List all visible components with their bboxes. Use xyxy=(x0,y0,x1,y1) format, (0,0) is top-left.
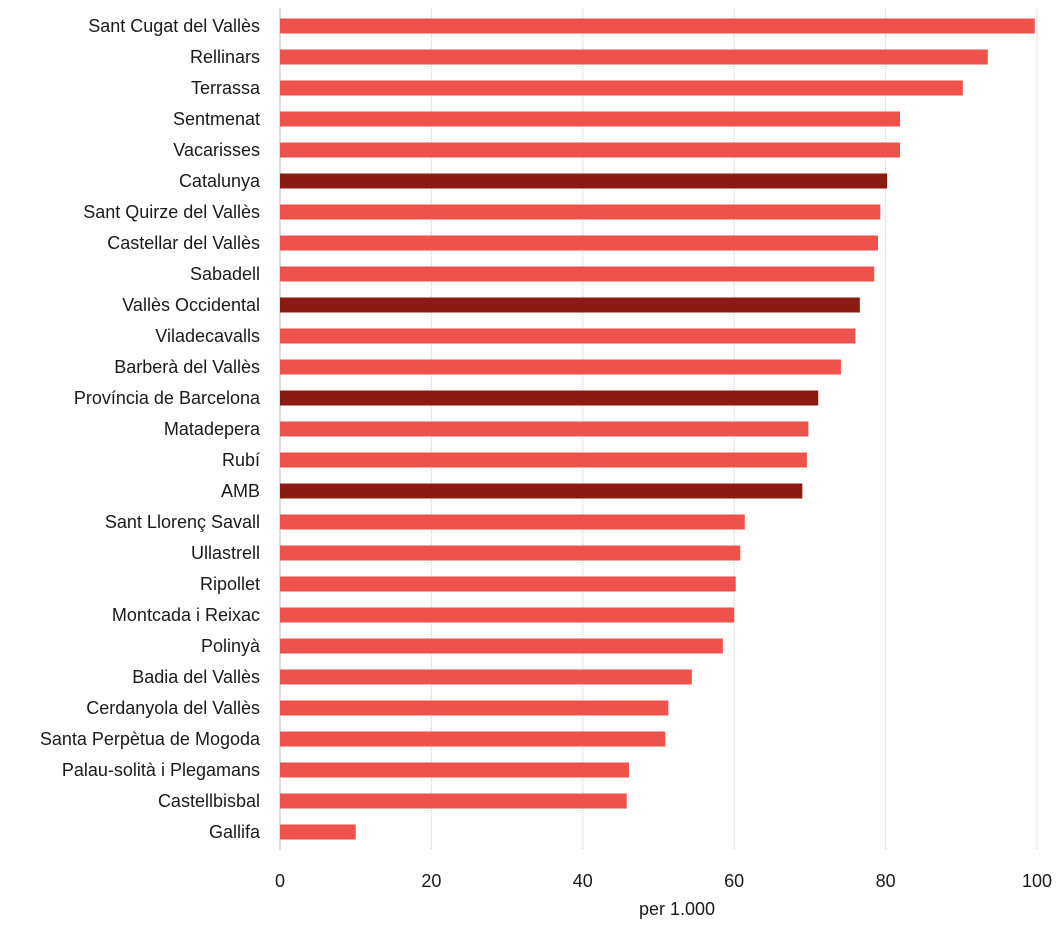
x-axis-title: per 1.000 xyxy=(639,899,715,919)
x-tick-label-80: 80 xyxy=(876,871,896,891)
category-label: Sant Quirze del Vallès xyxy=(83,202,260,222)
x-tick-label-60: 60 xyxy=(724,871,744,891)
category-label: Vallès Occidental xyxy=(122,295,260,315)
category-label: Rubí xyxy=(222,450,260,470)
bar-palau-solità-i-plegamans xyxy=(280,762,629,778)
bar-santa-perpètua-de-mogoda xyxy=(280,731,666,747)
bar-castellbisbal xyxy=(280,793,627,809)
category-label: Viladecavalls xyxy=(155,326,260,346)
bar-vallès-occidental xyxy=(280,297,860,313)
category-label: Sant Llorenç Savall xyxy=(105,512,260,532)
bar-castellar-del-vallès xyxy=(280,235,879,251)
category-label: Sant Cugat del Vallès xyxy=(88,16,260,36)
x-tick-label-20: 20 xyxy=(421,871,441,891)
x-tick-label-100: 100 xyxy=(1022,871,1052,891)
category-labels: Sant Cugat del Vallès Rellinars Terrassa Se… xyxy=(40,16,261,842)
bar-rellinars xyxy=(280,49,988,65)
category-label: Cerdanyola del Vallès xyxy=(86,698,260,718)
category-label: Rellinars xyxy=(190,47,260,67)
category-label: Barberà del Vallès xyxy=(114,357,260,377)
bar-barberà-del-vallès xyxy=(280,359,841,375)
bar-ripollet xyxy=(280,576,736,592)
category-label: Ullastrell xyxy=(191,543,260,563)
category-label: Polinyà xyxy=(201,636,261,656)
bar-sant-quirze-del-vallès xyxy=(280,204,881,220)
bar-sant-llorenç-savall xyxy=(280,514,745,530)
category-label: Castellar del Vallès xyxy=(107,233,260,253)
bar-badia-del-vallès xyxy=(280,669,692,685)
category-label: Província de Barcelona xyxy=(74,388,261,408)
bar-rubí xyxy=(280,452,807,468)
category-label: Sentmenat xyxy=(173,109,260,129)
category-label: Matadepera xyxy=(164,419,261,439)
category-label: AMB xyxy=(221,481,260,501)
category-label: Vacarisses xyxy=(173,140,260,160)
bar-sant-cugat-del-vallès xyxy=(280,18,1035,34)
bar-matadepera xyxy=(280,421,809,437)
bar-catalunya xyxy=(280,173,888,189)
category-label: Terrassa xyxy=(191,78,261,98)
bar-cerdanyola-del-vallès xyxy=(280,700,669,716)
bar-gallifa xyxy=(280,824,356,840)
category-label: Castellbisbal xyxy=(158,791,260,811)
bar-viladecavalls xyxy=(280,328,856,344)
bars xyxy=(280,18,1035,840)
x-tick-label-40: 40 xyxy=(573,871,593,891)
bar-terrassa xyxy=(280,80,963,96)
category-label: Santa Perpètua de Mogoda xyxy=(40,729,261,749)
x-tick-labels: 0 20 40 60 80 100 xyxy=(275,871,1052,891)
bar-sabadell xyxy=(280,266,875,282)
bar-montcada-i-reixac xyxy=(280,607,735,623)
bar-polinyà xyxy=(280,638,723,654)
category-label: Catalunya xyxy=(179,171,261,191)
bar-amb xyxy=(280,483,803,499)
category-label: Palau-solità i Plegamans xyxy=(62,760,260,780)
category-label: Gallifa xyxy=(209,822,261,842)
bar-vacarisses xyxy=(280,142,900,158)
category-label: Sabadell xyxy=(190,264,260,284)
category-label: Montcada i Reixac xyxy=(112,605,260,625)
x-tick-label-0: 0 xyxy=(275,871,285,891)
category-label: Badia del Vallès xyxy=(132,667,260,687)
category-label: Ripollet xyxy=(200,574,260,594)
bar-ullastrell xyxy=(280,545,741,561)
bar-província-de-barcelona xyxy=(280,390,819,406)
bar-sentmenat xyxy=(280,111,900,127)
